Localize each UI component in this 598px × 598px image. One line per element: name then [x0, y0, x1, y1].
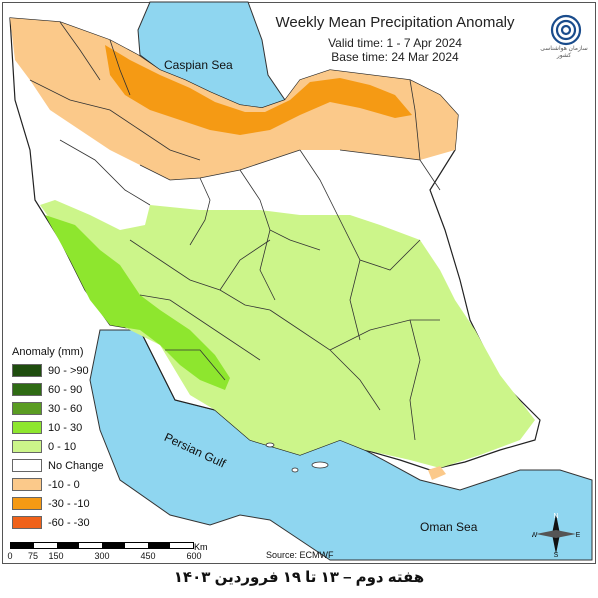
legend-label: 10 - 30 — [48, 421, 83, 434]
scale-bar-graphic — [10, 542, 194, 549]
source-credit: Source: ECMWF — [266, 550, 334, 560]
legend-item: -30 - -10 — [12, 494, 122, 513]
islands — [265, 442, 329, 473]
scale-bar: 0 75 150 300 450 600 — [7, 542, 202, 561]
legend-item: -10 - 0 — [12, 475, 122, 494]
province-borders — [29, 21, 441, 441]
legend-label: -10 - 0 — [48, 478, 80, 491]
legend-item: 90 - >90 — [12, 361, 122, 380]
compass-rose-icon: N S E W — [532, 513, 580, 558]
legend: Anomaly (mm) 90 - >90 60 - 90 30 - 60 10 - … — [12, 346, 122, 532]
legend-swatch — [12, 459, 42, 472]
legend-label: -30 - -10 — [48, 497, 90, 510]
compass-s: S — [554, 552, 559, 558]
valid-time: Valid time: 1 - 7 Apr 2024 — [328, 36, 462, 50]
anomaly-minus-30-10-north — [105, 45, 412, 135]
legend-label: -60 - -30 — [48, 516, 90, 529]
scale-unit: Km — [194, 542, 208, 552]
legend-swatch — [12, 383, 42, 396]
logo-text: سازمان هواشناسی کشور — [540, 46, 588, 59]
scale-tick: 0 — [7, 551, 13, 561]
map-title: Weekly Mean Precipitation Anomaly — [275, 14, 515, 31]
legend-item: 30 - 60 — [12, 399, 122, 418]
persian-caption: هفته دوم – ۱۳ تا ۱۹ فروردین ۱۴۰۳ — [173, 569, 425, 586]
anomaly-minus-10-0-se — [428, 466, 446, 480]
legend-swatch — [12, 497, 42, 510]
legend-title: Anomaly (mm) — [12, 346, 84, 358]
legend-item: 0 - 10 — [12, 437, 122, 456]
legend-item: 10 - 30 — [12, 418, 122, 437]
scale-tick: 600 — [186, 551, 202, 561]
legend-swatch — [12, 421, 42, 434]
anomaly-0-10 — [40, 200, 535, 468]
legend-item: 60 - 90 — [12, 380, 122, 399]
legend-label: No Change — [48, 459, 104, 472]
legend-item: No Change — [12, 456, 122, 475]
legend-swatch — [12, 478, 42, 491]
base-time: Base time: 24 Mar 2024 — [331, 50, 459, 64]
legend-swatch — [12, 364, 42, 377]
legend-label: 0 - 10 — [48, 440, 77, 453]
scale-tick: 450 — [140, 551, 156, 561]
legend-label: 60 - 90 — [48, 383, 83, 396]
caspian-sea-label: Caspian Sea — [164, 58, 233, 72]
legend-swatch — [12, 516, 42, 529]
scale-tick: 300 — [94, 551, 110, 561]
iran-meteorological-organization-logo — [550, 14, 582, 46]
legend-swatch — [12, 402, 42, 415]
anomaly-10-30 — [45, 215, 230, 390]
compass-n: N — [553, 513, 558, 520]
scale-tick: 150 — [48, 551, 64, 561]
legend-item: -60 - -30 — [12, 513, 122, 532]
legend-label: 90 - >90 — [48, 364, 89, 377]
compass-w: W — [532, 532, 538, 539]
scale-tick: 75 — [27, 551, 39, 561]
oman-sea-label: Oman Sea — [420, 520, 478, 534]
legend-swatch — [12, 440, 42, 453]
legend-label: 30 - 60 — [48, 402, 83, 415]
compass-e: E — [576, 532, 580, 539]
